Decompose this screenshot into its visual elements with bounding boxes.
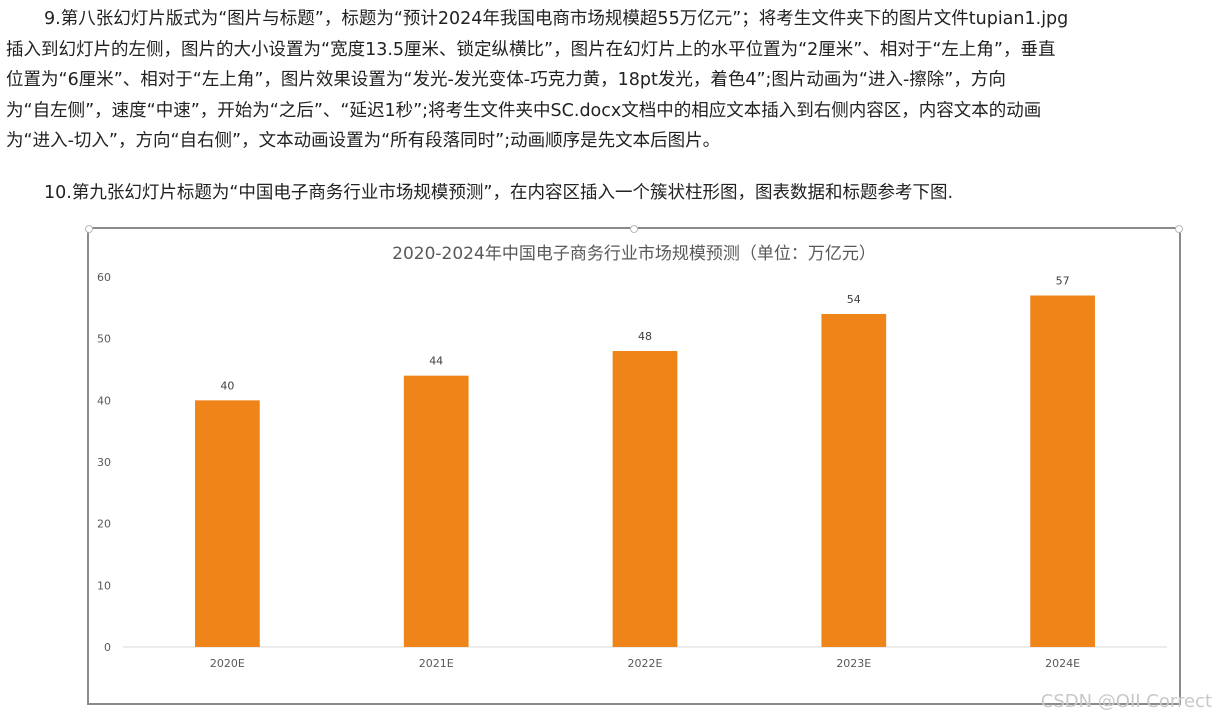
data-label: 44 (429, 355, 443, 368)
y-tick-label: 50 (97, 333, 111, 346)
question-9-line: 为“进入-切入”，方向“自右侧”，文本动画设置为“所有段落同时”;动画顺序是先文… (6, 131, 721, 151)
watermark: CSDN @OII Correct (1040, 691, 1212, 712)
resize-handle[interactable] (630, 225, 638, 233)
x-tick-label: 2020E (210, 657, 245, 670)
question-10-paragraph: 10.第九张幻灯片标题为“中国电子商务行业市场规模预测”，在内容区插入一个簇状柱… (6, 178, 1214, 209)
y-tick-label: 30 (97, 456, 111, 469)
bar (821, 314, 887, 647)
resize-handle[interactable] (85, 225, 93, 233)
y-tick-label: 40 (97, 394, 111, 407)
data-label: 57 (1056, 275, 1070, 288)
y-tick-label: 0 (104, 641, 111, 654)
question-9-line: 9.第八张幻灯片版式为“图片与标题”，标题为“预计2024年我国电商市场规模超5… (44, 9, 1069, 29)
data-label: 40 (220, 379, 234, 392)
chart-title: 2020-2024年中国电子商务行业市场规模预测（单位：万亿元） (392, 244, 876, 264)
question-10-line: 10.第九张幻灯片标题为“中国电子商务行业市场规模预测”，在内容区插入一个簇状柱… (44, 183, 954, 203)
bar (195, 400, 260, 647)
y-tick-label: 20 (97, 518, 111, 531)
data-label: 54 (847, 293, 861, 306)
question-9-line: 位置为“6厘米”、相对于“左上角”，图片效果设置为“发光-发光变体-巧克力黄，1… (6, 70, 1006, 90)
chart-frame[interactable]: 2020-2024年中国电子商务行业市场规模预测（单位：万亿元） 0 10 20 30 4… (85, 225, 1183, 705)
question-9-paragraph: 9.第八张幻灯片版式为“图片与标题”，标题为“预计2024年我国电商市场规模超5… (6, 4, 1214, 157)
bar (1030, 295, 1095, 647)
x-tick-label: 2021E (419, 657, 454, 670)
question-9-line: 为“自左侧”，速度“中速”，开始为“之后”、“延迟1秒”;将考生文件夹中SC.d… (6, 100, 1042, 121)
y-tick-label: 60 (97, 271, 111, 284)
x-tick-label: 2022E (628, 657, 663, 670)
resize-handle[interactable] (1175, 225, 1183, 233)
bar (612, 351, 678, 647)
x-tick-label: 2024E (1045, 657, 1080, 670)
question-9-line: 插入到幻灯片的左侧，图片的大小设置为“宽度13.5厘米、锁定纵横比”，图片在幻灯… (6, 39, 1056, 60)
bar (403, 375, 469, 647)
y-tick-label: 10 (97, 579, 111, 592)
bar-chart: 2020-2024年中国电子商务行业市场规模预测（单位：万亿元） 0 10 20 30 4… (97, 244, 1167, 670)
x-tick-label: 2023E (836, 657, 871, 670)
data-label: 48 (638, 330, 652, 343)
